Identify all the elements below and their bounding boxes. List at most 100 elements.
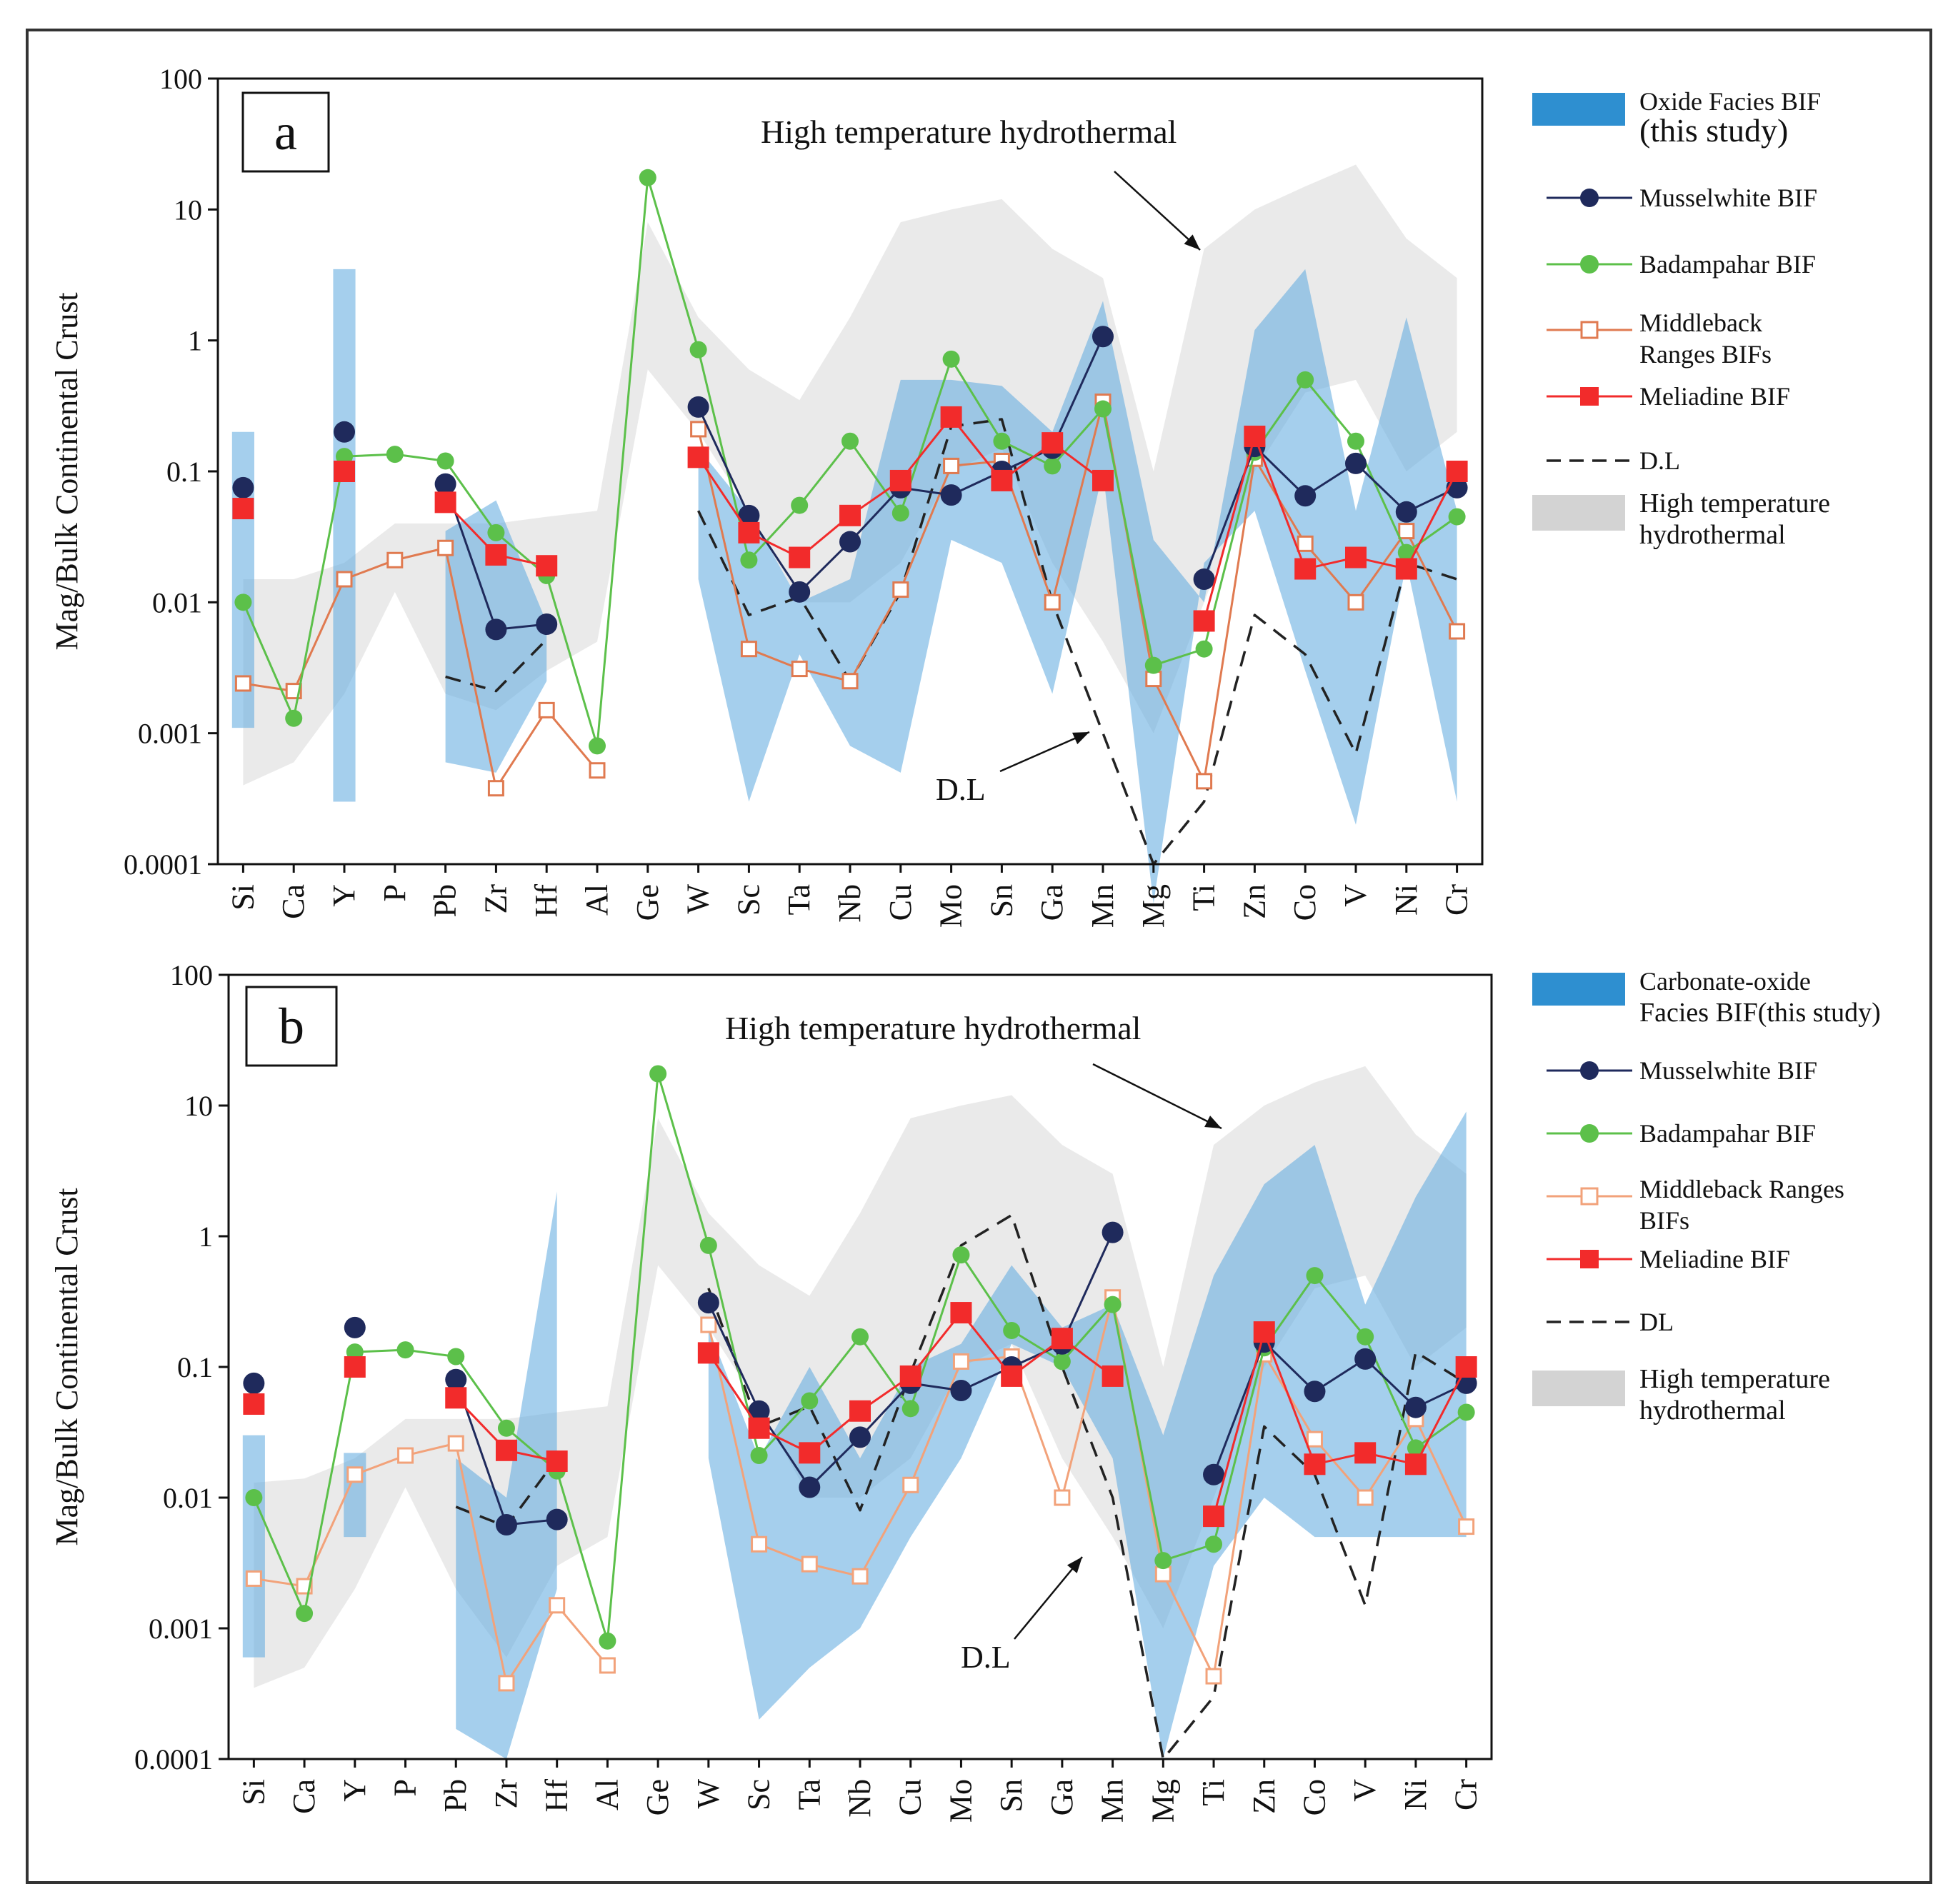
middleback-marker-V xyxy=(1357,1489,1374,1506)
middleback-marker-Nb xyxy=(851,1568,869,1585)
musselwhite-marker-V xyxy=(1354,1348,1377,1370)
middleback-marker-Nb xyxy=(841,673,859,690)
musselwhite-marker-Ti xyxy=(1203,1463,1225,1485)
musselwhite-marker-Co xyxy=(1304,1381,1326,1403)
middleback-marker-Al xyxy=(589,762,606,779)
middleback-marker-Ta xyxy=(801,1555,818,1573)
x-tick-label-P: P xyxy=(388,1779,423,1796)
panel-label-box xyxy=(245,986,338,1067)
musselwhite-marker-Pb xyxy=(445,1368,467,1391)
badampahar-marker-Ni xyxy=(1397,543,1415,561)
hydrothermal-annotation: High temperature hydrothermal xyxy=(725,1010,1141,1046)
musselwhite-marker-Nb xyxy=(849,1426,871,1448)
y-axis-title: Mag/Bulk Continental Crust xyxy=(49,292,84,650)
meliadine-marker-Zn xyxy=(1244,426,1266,448)
musselwhite-marker-Nb xyxy=(839,531,861,553)
musselwhite-marker-V xyxy=(1345,452,1367,474)
meliadine-marker-Co xyxy=(1304,1453,1326,1475)
legend-musselwhite-marker xyxy=(1580,189,1599,207)
badampahar-marker-V xyxy=(1357,1328,1374,1346)
legend-middleback-marker xyxy=(1580,321,1599,339)
dl-arrow-shaft xyxy=(1014,1556,1083,1640)
legend-middleback-label: Middleback Ranges xyxy=(1639,1175,1844,1203)
y-axis-title: Mag/Bulk Continental Crust xyxy=(49,1188,84,1545)
musselwhite-marker-Ni xyxy=(1404,1396,1427,1418)
x-tick-label-Ni: Ni xyxy=(1389,884,1424,916)
meliadine-marker-Si xyxy=(232,498,254,520)
y-tick-label: 1 xyxy=(188,325,202,357)
legend-musselwhite-label: Musselwhite BIF xyxy=(1639,1056,1817,1085)
x-tick-label-Ti: Ti xyxy=(1187,884,1222,911)
badampahar-marker-Mo xyxy=(942,350,960,368)
x-tick-label-Cr: Cr xyxy=(1449,1779,1484,1810)
badampahar-marker-Ca xyxy=(296,1605,314,1623)
y-tick-label: 100 xyxy=(170,959,213,991)
musselwhite-marker-Co xyxy=(1294,485,1317,507)
x-tick-label-Ga: Ga xyxy=(1044,1779,1079,1815)
dl-line-0 xyxy=(445,638,548,693)
musselwhite-marker-Ti xyxy=(1193,568,1215,591)
legend-musselwhite-label: Musselwhite BIF xyxy=(1639,184,1817,212)
badampahar-marker-Cr xyxy=(1448,508,1466,526)
legend-study-swatch xyxy=(1532,93,1625,126)
middleback-marker-Cu xyxy=(892,581,909,598)
middleback-line-1 xyxy=(707,1296,1467,1678)
musselwhite-marker-Si xyxy=(243,1372,265,1394)
legend-badampahar-marker xyxy=(1580,1124,1599,1143)
badampahar-marker-Mo xyxy=(952,1246,970,1264)
badampahar-marker-Mg xyxy=(1144,656,1162,674)
legend-hydro-swatch xyxy=(1532,1371,1625,1406)
x-tick-label-V: V xyxy=(1338,884,1373,907)
x-tick-label-Al: Al xyxy=(589,1779,624,1810)
badampahar-marker-Ga xyxy=(1044,457,1062,475)
meliadine-line-4 xyxy=(1203,435,1458,621)
x-tick-label-Mg: Mg xyxy=(1145,1779,1180,1823)
meliadine-marker-Cu xyxy=(899,1365,921,1387)
meliadine-marker-Sc xyxy=(748,1417,770,1439)
musselwhite-marker-Zr xyxy=(495,1513,517,1535)
study-band-2 xyxy=(456,1191,557,1759)
legend-meliadine-label: Meliadine BIF xyxy=(1639,1245,1790,1273)
y-tick-label: 10 xyxy=(184,1090,213,1122)
badampahar-marker-Pb xyxy=(436,452,454,470)
middleback-marker-Ti xyxy=(1196,773,1213,790)
legend-study-label: Carbonate-oxide xyxy=(1639,967,1811,996)
meliadine-marker-Mo xyxy=(950,1302,972,1324)
badampahar-marker-Ni xyxy=(1407,1439,1424,1457)
meliadine-marker-Zn xyxy=(1253,1321,1275,1343)
y-tick-label: 0.01 xyxy=(163,1482,213,1514)
middleback-marker-Pb xyxy=(447,1435,464,1452)
x-tick-label-Ti: Ti xyxy=(1196,1779,1231,1806)
badampahar-marker-Ca xyxy=(285,709,303,727)
meliadine-line-4 xyxy=(1212,1331,1467,1517)
middleback-marker-Sc xyxy=(751,1535,768,1553)
badampahar-marker-W xyxy=(689,341,707,359)
badampahar-marker-Ti xyxy=(1195,640,1213,658)
y-tick-label: 10 xyxy=(174,194,202,226)
meliadine-marker-Sc xyxy=(738,521,760,543)
x-tick-label-Cu: Cu xyxy=(883,884,918,921)
panel-label: b xyxy=(279,998,304,1055)
musselwhite-marker-Sc xyxy=(748,1400,770,1422)
badampahar-marker-Sc xyxy=(750,1447,768,1465)
x-tick-label-Ca: Ca xyxy=(286,1779,321,1814)
meliadine-marker-Y xyxy=(344,1356,366,1378)
badampahar-marker-Al xyxy=(599,1632,616,1650)
musselwhite-marker-Y xyxy=(334,421,355,443)
meliadine-marker-Si xyxy=(243,1393,265,1415)
x-tick-label-Ta: Ta xyxy=(781,884,816,915)
y-tick-label: 1 xyxy=(199,1221,213,1253)
meliadine-marker-Cr xyxy=(1455,1356,1477,1378)
meliadine-marker-V xyxy=(1354,1442,1377,1464)
hydrothermal-arrow-head xyxy=(1184,234,1200,250)
middleback-marker-P xyxy=(397,1447,414,1464)
legend-hydro-label: hydrothermal xyxy=(1639,1396,1786,1426)
meliadine-marker-Pb xyxy=(434,491,456,513)
meliadine-marker-Nb xyxy=(849,1400,871,1422)
legend-study-swatch xyxy=(1532,973,1625,1006)
legend-middleback-label: Middleback xyxy=(1639,309,1762,337)
y-tick-label: 0.1 xyxy=(177,1351,213,1383)
middleback-marker-P xyxy=(386,551,404,568)
x-tick-label-Pb: Pb xyxy=(438,1779,473,1812)
